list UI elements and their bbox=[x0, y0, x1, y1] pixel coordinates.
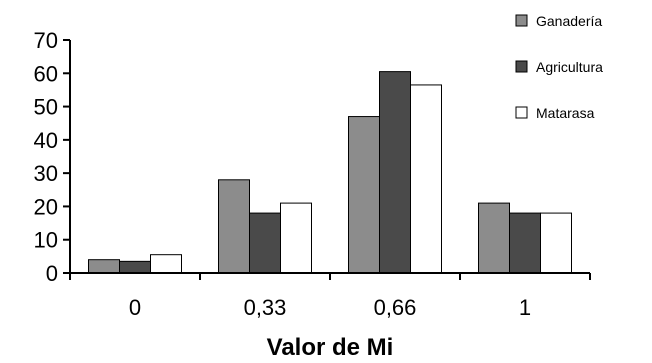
x-category-label: 0 bbox=[129, 295, 141, 320]
y-tick-label: 50 bbox=[34, 95, 58, 120]
y-tick-label: 10 bbox=[34, 228, 58, 253]
bar-matarasa-0 bbox=[150, 254, 182, 274]
bar-agricultura-1 bbox=[249, 212, 281, 274]
y-axis-ticks: 0 10 20 30 40 50 60 70 bbox=[34, 28, 70, 286]
bar-agricultura-0 bbox=[119, 260, 151, 274]
x-category-label: 0,33 bbox=[244, 295, 287, 320]
y-tick-label: 70 bbox=[34, 28, 58, 53]
bar-matarasa-1 bbox=[280, 202, 312, 274]
bar-ganader-a-2 bbox=[348, 116, 380, 274]
legend-label: Matarasa bbox=[536, 105, 595, 121]
x-axis-title: Valor de Mi bbox=[267, 334, 394, 361]
x-axis-category-labels: 0 0,33 0,66 1 bbox=[69, 273, 591, 320]
bar-matarasa-3 bbox=[540, 212, 572, 274]
y-tick-label: 20 bbox=[34, 194, 58, 219]
y-tick-label: 60 bbox=[34, 61, 58, 86]
legend-swatch bbox=[515, 14, 528, 27]
y-tick-label: 0 bbox=[46, 261, 58, 286]
bar-matarasa-2 bbox=[410, 84, 442, 274]
legend: Ganadería Agricultura Matarasa bbox=[515, 13, 603, 121]
legend-swatch bbox=[515, 60, 528, 73]
y-tick-label: 40 bbox=[34, 128, 58, 153]
legend-label: Ganadería bbox=[536, 13, 602, 29]
bar-ganader-a-1 bbox=[218, 179, 250, 274]
x-category-label: 0,66 bbox=[374, 295, 417, 320]
bar-agricultura-2 bbox=[379, 71, 411, 274]
bar-agricultura-3 bbox=[509, 212, 541, 274]
bar-ganader-a-3 bbox=[478, 202, 510, 274]
bar-ganader-a-0 bbox=[88, 259, 120, 274]
x-category-label: 1 bbox=[519, 295, 531, 320]
y-tick-label: 30 bbox=[34, 161, 58, 186]
legend-swatch bbox=[515, 106, 528, 119]
bars bbox=[88, 71, 572, 274]
legend-label: Agricultura bbox=[536, 59, 603, 75]
